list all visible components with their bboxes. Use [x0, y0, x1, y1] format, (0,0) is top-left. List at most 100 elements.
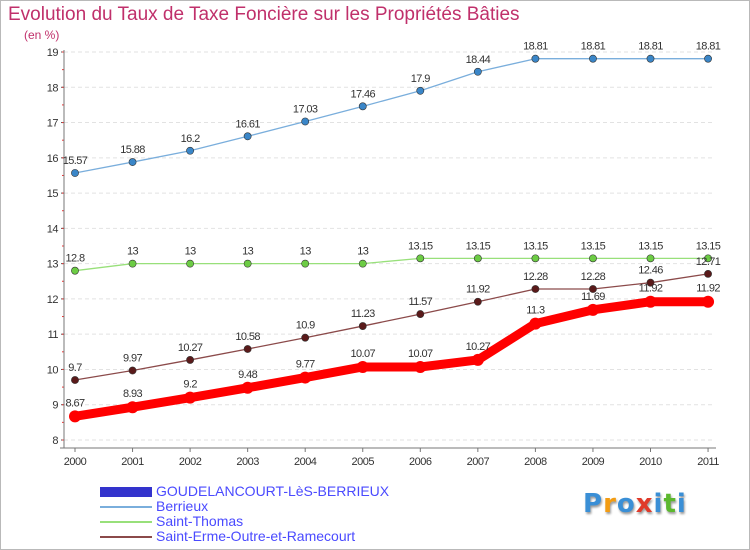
- data-point: [531, 285, 540, 293]
- data-label: 9.7: [68, 362, 82, 374]
- data-label: 10.07: [350, 348, 375, 360]
- data-label: 11.23: [351, 308, 375, 320]
- data-point: [358, 322, 367, 330]
- data-label: 13: [357, 246, 369, 258]
- data-point: [358, 102, 367, 111]
- data-point: [69, 410, 81, 423]
- data-point: [644, 295, 657, 308]
- data-label: 10.07: [408, 348, 433, 360]
- legend-label: Saint-Thomas: [156, 513, 244, 529]
- data-point: [416, 310, 425, 318]
- x-tick-label: 2000: [64, 456, 87, 468]
- y-tick-label: 11: [48, 329, 59, 341]
- legend-label: Saint-Erme-Outre-et-Ramecourt: [156, 528, 356, 544]
- logo-letter: i: [653, 489, 664, 519]
- x-tick-label: 2007: [467, 456, 490, 468]
- y-tick-label: 19: [47, 47, 59, 59]
- legend-swatch: [100, 487, 152, 497]
- data-point: [646, 254, 655, 263]
- data-point: [358, 259, 367, 268]
- y-axis-unit: (en %): [24, 28, 60, 42]
- data-label: 13.15: [581, 240, 606, 252]
- x-tick-label: 2002: [179, 456, 202, 468]
- x-tick-label: 2006: [409, 456, 432, 468]
- data-point: [586, 303, 599, 316]
- data-point: [301, 333, 310, 342]
- data-label: 11.57: [408, 296, 432, 308]
- chart-title: Evolution du Taux de Taxe Foncière sur l…: [8, 4, 520, 25]
- y-tick-label: 8: [52, 435, 58, 447]
- data-point: [184, 391, 197, 404]
- y-tick-label: 12: [47, 294, 59, 306]
- data-label: 13: [127, 246, 139, 258]
- logo-letter: P: [583, 489, 604, 519]
- data-label: 8.67: [65, 397, 84, 409]
- data-label: 13.15: [523, 240, 548, 252]
- y-tick-label: 9: [52, 400, 58, 412]
- data-point: [243, 259, 252, 268]
- data-point: [186, 356, 194, 364]
- data-label: 11.69: [581, 291, 605, 303]
- y-tick-label: 13: [47, 259, 59, 271]
- data-point: [71, 266, 79, 275]
- data-label: 11.92: [696, 283, 720, 295]
- logo-letter: o: [616, 489, 636, 519]
- data-point: [128, 259, 137, 268]
- legend-item: Berrieux: [100, 499, 430, 514]
- data-point: [471, 353, 484, 366]
- x-tick-label: 2001: [121, 456, 144, 468]
- data-label: 13.15: [408, 240, 433, 252]
- y-tick-label: 17: [47, 118, 59, 130]
- y-tick-label: 10: [47, 364, 59, 376]
- data-point: [416, 254, 425, 263]
- x-tick-label: 2009: [582, 456, 605, 468]
- legend-swatch: [100, 536, 152, 538]
- data-label: 13: [242, 246, 254, 258]
- x-tick-label: 2003: [236, 456, 259, 468]
- y-tick-label: 18: [47, 82, 59, 94]
- data-point: [646, 54, 655, 63]
- data-point: [71, 169, 79, 177]
- data-label: 18.44: [466, 54, 491, 66]
- data-point: [589, 254, 597, 263]
- data-label: 18.81: [696, 41, 721, 53]
- data-label: 12.28: [581, 271, 606, 283]
- data-label: 16.2: [181, 133, 200, 145]
- logo-letter: r: [603, 489, 617, 519]
- data-label: 9.2: [183, 379, 197, 391]
- data-point: [414, 360, 427, 373]
- data-label: 15.88: [120, 144, 145, 156]
- data-point: [529, 317, 542, 330]
- logo-letter: i: [676, 489, 687, 519]
- legend-item: Saint-Erme-Outre-et-Ramecourt: [100, 529, 430, 544]
- proxiti-logo: Proxiti: [583, 489, 687, 519]
- series-line: [74, 273, 709, 381]
- data-label: 9.77: [296, 359, 315, 371]
- data-label: 10.9: [296, 320, 315, 332]
- x-tick-label: 2011: [697, 456, 719, 468]
- data-label: 10.27: [178, 342, 203, 354]
- logo-letter: x: [635, 489, 654, 519]
- data-label: 18.81: [523, 41, 548, 53]
- data-label: 16.61: [235, 118, 260, 130]
- logo-letter: t: [663, 489, 677, 519]
- data-label: 13.15: [466, 240, 491, 252]
- y-tick-label: 14: [47, 223, 59, 235]
- x-tick-label: 2008: [524, 456, 547, 468]
- data-point: [186, 146, 194, 155]
- data-label: 10.27: [466, 341, 491, 353]
- data-point: [299, 371, 312, 384]
- data-label: 8.93: [123, 388, 142, 400]
- data-point: [71, 376, 79, 384]
- data-point: [356, 360, 369, 373]
- data-point: [589, 54, 597, 63]
- data-label: 12.71: [696, 256, 721, 268]
- x-tick-label: 2010: [639, 456, 662, 468]
- data-label: 17.03: [293, 103, 318, 115]
- data-point: [531, 254, 540, 263]
- data-label: 18.81: [581, 41, 606, 53]
- data-label: 12.8: [65, 253, 84, 265]
- data-point: [126, 401, 139, 414]
